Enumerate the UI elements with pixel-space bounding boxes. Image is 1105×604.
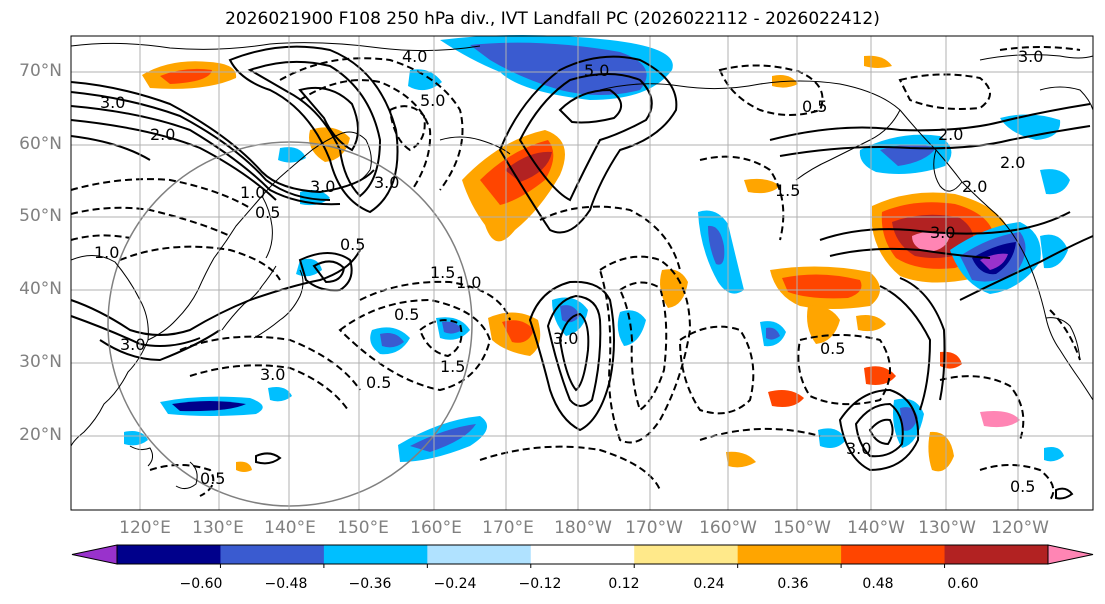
- contour-label: 1.5: [430, 263, 455, 282]
- colorbar-tick-label: −0.36: [348, 576, 392, 592]
- colorbar-segment: [220, 545, 325, 564]
- lon-label: 120°W: [991, 518, 1049, 538]
- colorbar: [71, 544, 1094, 568]
- colorbar-segment: [117, 545, 221, 564]
- lon-label: 180°W: [554, 518, 612, 538]
- map-frame: [70, 35, 1094, 511]
- lat-label: 70°N: [19, 61, 62, 81]
- contour-label: 3.0: [374, 173, 399, 192]
- lat-label: 20°N: [19, 425, 62, 445]
- contour-label: 3.0: [100, 93, 125, 112]
- contour-label: 0.5: [1010, 477, 1035, 496]
- landfall-region-circle: [107, 141, 473, 507]
- contour-label: 2.0: [150, 125, 175, 144]
- contour-label: 0.5: [802, 97, 827, 116]
- contour-label: 2.0: [962, 177, 987, 196]
- colorbar-tick-label: −0.48: [264, 576, 308, 592]
- contour-label: 5.0: [584, 61, 609, 80]
- colorbar-tick-label: −0.24: [433, 576, 477, 592]
- contour-label: 4.0: [402, 47, 427, 66]
- contour-label: 2.0: [938, 125, 963, 144]
- contour-label: 3.0: [260, 365, 285, 384]
- contour-label: 3.0: [846, 439, 871, 458]
- contour-label: 0.5: [820, 339, 845, 358]
- contour-label: 3.0: [553, 329, 578, 348]
- colorbar-segment: [737, 545, 842, 564]
- colorbar-segment: [841, 545, 946, 564]
- coastlines: [70, 42, 1094, 490]
- colorbar-segment: [323, 545, 428, 564]
- lon-label: 150°W: [773, 518, 831, 538]
- lat-label: 60°N: [19, 134, 62, 154]
- lat-label: 50°N: [19, 206, 62, 226]
- contour-label: 3.0: [1018, 47, 1043, 66]
- colorbar-extend-low: [71, 544, 118, 565]
- lon-label: 160°W: [699, 518, 757, 538]
- contour-label: 0.5: [340, 235, 365, 254]
- colorbar-tick-label: 0.24: [693, 576, 725, 592]
- gridlines: [71, 36, 1093, 510]
- contour-label: 0.5: [200, 469, 225, 488]
- page-title: 2026021900 F108 250 hPa div., IVT Landfa…: [225, 9, 880, 29]
- lon-label: 160°E: [410, 518, 462, 538]
- contour-label: 0.5: [366, 373, 391, 392]
- contour-labels: 4.05.05.03.03.02.02.01.51.51.01.00.50.50…: [94, 47, 1043, 496]
- colorbar-outline: [116, 544, 1049, 565]
- colorbar-segment: [634, 545, 739, 564]
- lat-label: 30°N: [19, 352, 62, 372]
- colorbar-tick-label: 0.60: [947, 576, 979, 592]
- contour-label: 1.5: [775, 181, 800, 200]
- colorbar-segment: [944, 545, 1049, 564]
- contour-label: 0.5: [394, 305, 419, 324]
- divergence-contours: [70, 45, 1094, 500]
- contour-label: 5.0: [420, 91, 445, 110]
- lon-label: 150°E: [337, 518, 389, 538]
- contour-label: 2.0: [1000, 153, 1025, 172]
- lon-label: 140°E: [264, 518, 316, 538]
- lon-label: 120°E: [119, 518, 171, 538]
- contour-label: 1.0: [456, 273, 481, 292]
- lon-label: 170°W: [625, 518, 683, 538]
- lat-label: 40°N: [19, 279, 62, 299]
- contour-label: 3.0: [310, 177, 335, 196]
- contour-label: 3.0: [120, 335, 145, 354]
- lon-label: 130°E: [192, 518, 244, 538]
- colorbar-tick-label: 0.48: [862, 576, 894, 592]
- contour-label: 1.0: [240, 183, 265, 202]
- lon-label: 140°W: [847, 518, 905, 538]
- colorbar-extend-high: [1047, 544, 1094, 565]
- contour-label: 1.0: [94, 243, 119, 262]
- colorbar-tick-label: 0.12: [608, 576, 640, 592]
- contour-label: 0.5: [255, 203, 280, 222]
- contour-label: 3.0: [930, 223, 955, 242]
- colorbar-tick-label: −0.12: [518, 576, 562, 592]
- colorbar-tick-label: 0.36: [777, 576, 809, 592]
- lon-label: 130°W: [918, 518, 976, 538]
- colorbar-segment: [530, 545, 635, 564]
- colorbar-segment: [427, 545, 532, 564]
- colorbar-tick-label: −0.60: [179, 576, 223, 592]
- lon-label: 170°E: [482, 518, 534, 538]
- contour-label: 1.5: [440, 357, 465, 376]
